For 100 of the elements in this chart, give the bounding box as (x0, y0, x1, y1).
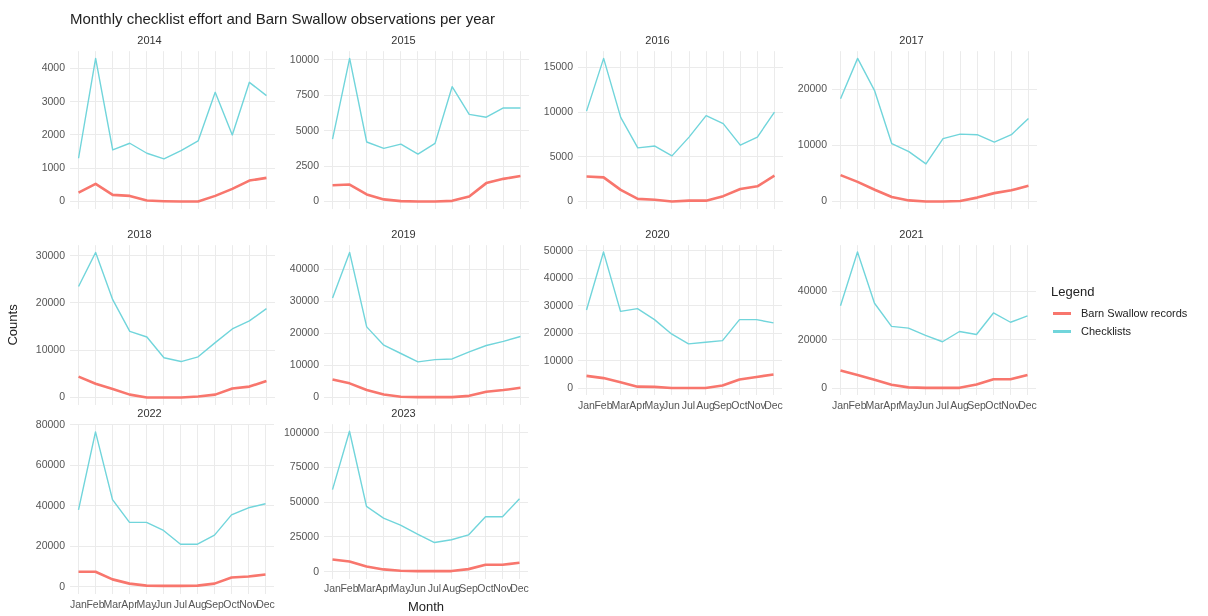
x-tick-label: Apr (883, 398, 901, 411)
x-tick-label: Apr (121, 597, 139, 610)
y-tick-label: 50000 (543, 243, 574, 256)
x-tick-label: Feb (86, 597, 105, 610)
y-tick-label: 0 (567, 194, 574, 207)
y-tick-label: 0 (821, 194, 828, 207)
x-tick-label: Oct (731, 398, 748, 411)
y-tick-label: 0 (313, 564, 320, 577)
y-tick-label: 4000 (41, 61, 66, 74)
x-tick-label: Sep (205, 597, 224, 610)
x-tick-label: Sep (459, 581, 478, 594)
y-tick-label: 20000 (289, 326, 320, 339)
chart-subtitle: 2015 (391, 33, 416, 46)
y-tick-label: 25000 (289, 529, 320, 542)
y-tick-label: 60000 (35, 458, 66, 471)
legend-label: Checklists (1081, 325, 1132, 337)
x-tick-label: Jun (663, 398, 681, 411)
y-tick-label: 7500 (295, 88, 320, 101)
y-tick-label: 2500 (295, 158, 320, 171)
x-tick-label: Oct (223, 597, 240, 610)
legend-label: Barn Swallow records (1081, 307, 1188, 319)
y-tick-label: 20000 (35, 539, 66, 552)
x-tick-label: Nov (747, 398, 767, 411)
y-tick-label: 30000 (543, 298, 574, 311)
x-tick-label: Apr (375, 581, 393, 594)
y-tick-label: 50000 (289, 495, 320, 508)
chart-subtitle: 2023 (391, 406, 416, 419)
y-tick-label: 40000 (797, 283, 828, 296)
x-tick-label: Aug (188, 597, 207, 610)
chart-subtitle: 2017 (899, 33, 924, 46)
x-tick-label: Aug (696, 398, 715, 411)
x-tick-label: Aug (950, 398, 969, 411)
x-tick-label: Dec (1018, 398, 1037, 411)
y-tick-label: 5000 (295, 123, 320, 136)
x-tick-label: Feb (848, 398, 867, 411)
x-tick-label: Jun (155, 597, 173, 610)
y-tick-label: 0 (59, 194, 66, 207)
x-tick-label: Sep (967, 398, 986, 411)
x-tick-label: Jul (427, 581, 442, 594)
x-tick-label: Jan (324, 581, 342, 594)
x-tick-label: Aug (442, 581, 461, 594)
chart-subtitle: 2019 (391, 227, 416, 240)
y-tick-label: 15000 (543, 60, 574, 73)
chart-subtitle: 2016 (645, 33, 670, 46)
chart-title: Monthly checklist effort and Barn Swallow observations per year (70, 10, 495, 27)
x-axis-title: Month (407, 598, 445, 614)
x-tick-label: Sep (713, 398, 732, 411)
y-tick-label: 20000 (797, 332, 828, 345)
x-tick-label: Jan (578, 398, 596, 411)
y-tick-label: 10000 (543, 104, 574, 117)
y-tick-label: 40000 (543, 271, 574, 284)
x-tick-label: Jul (681, 398, 696, 411)
y-tick-label: 0 (59, 579, 66, 592)
y-tick-label: 20000 (35, 295, 66, 308)
y-tick-label: 3000 (41, 94, 66, 107)
x-tick-label: Nov (493, 581, 513, 594)
y-tick-label: 10000 (35, 343, 66, 356)
y-tick-label: 10000 (797, 138, 828, 151)
y-tick-label: 1000 (41, 161, 66, 174)
y-tick-label: 10000 (289, 52, 320, 65)
y-axis-title: Counts (5, 303, 21, 346)
y-tick-label: 0 (313, 194, 320, 207)
chart-subtitle: 2021 (899, 227, 924, 240)
x-tick-label: Jul (935, 398, 950, 411)
chart-subtitle: 2020 (645, 227, 670, 240)
legend-title: Legend (1051, 284, 1096, 299)
y-tick-label: 75000 (289, 460, 320, 473)
x-tick-label: Dec (256, 597, 275, 610)
x-tick-label: Jan (832, 398, 850, 411)
x-tick-label: Jul (173, 597, 188, 610)
x-tick-label: Dec (764, 398, 783, 411)
x-tick-label: Dec (510, 581, 529, 594)
x-tick-label: Feb (594, 398, 613, 411)
y-tick-label: 10000 (543, 353, 574, 366)
y-tick-label: 30000 (289, 294, 320, 307)
y-tick-label: 0 (821, 381, 828, 394)
y-tick-label: 2000 (41, 127, 66, 140)
y-tick-label: 20000 (543, 326, 574, 339)
y-tick-label: 40000 (289, 262, 320, 275)
y-tick-label: 0 (567, 381, 574, 394)
y-tick-label: 10000 (289, 358, 320, 371)
chart-subtitle: 2014 (137, 33, 162, 46)
x-tick-label: Oct (477, 581, 494, 594)
y-tick-label: 40000 (35, 498, 66, 511)
y-tick-label: 20000 (797, 82, 828, 95)
y-tick-label: 30000 (35, 248, 66, 261)
y-tick-label: 0 (313, 390, 320, 403)
x-tick-label: Apr (629, 398, 647, 411)
y-tick-label: 80000 (35, 417, 66, 430)
chart-subtitle: 2018 (127, 227, 152, 240)
x-tick-label: Jan (70, 597, 88, 610)
y-tick-label: 5000 (549, 149, 574, 162)
x-tick-label: Feb (340, 581, 359, 594)
chart-subtitle: 2022 (137, 406, 162, 419)
x-tick-label: Nov (239, 597, 259, 610)
x-tick-label: Nov (1001, 398, 1021, 411)
x-tick-label: Jun (917, 398, 935, 411)
y-tick-label: 0 (59, 390, 66, 403)
x-tick-label: Oct (985, 398, 1002, 411)
y-tick-label: 100000 (283, 425, 320, 438)
